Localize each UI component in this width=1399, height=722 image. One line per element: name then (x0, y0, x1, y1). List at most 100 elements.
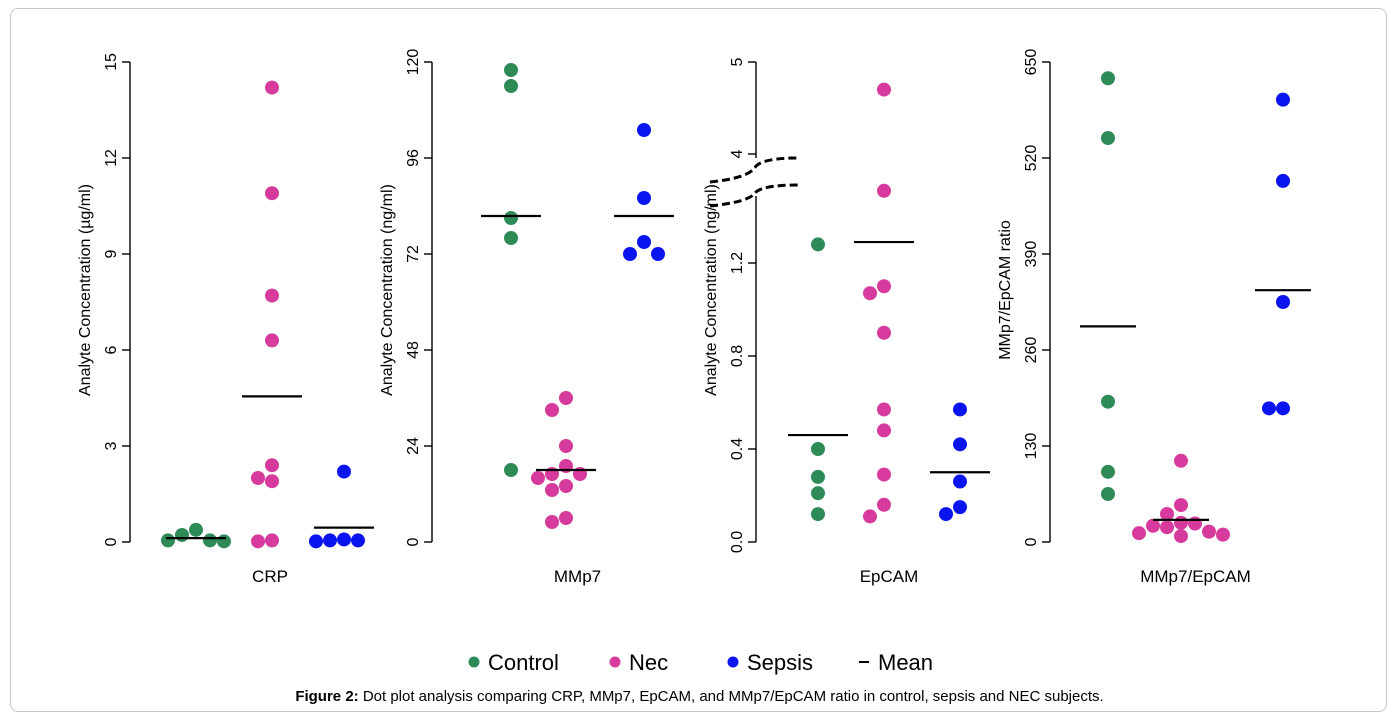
data-point-control (504, 231, 518, 245)
data-point-nec (559, 479, 573, 493)
data-point-sepsis (953, 437, 967, 452)
y-axis-label: Analyte Concentration (ng/ml) (379, 184, 396, 396)
figure-frame (10, 8, 1387, 712)
data-point-nec (265, 186, 279, 201)
data-point-control (504, 79, 518, 93)
panel-epcam: 0.0 0.4 0.8 1.2 4 5 Analyte Concentration (ng/… (703, 57, 990, 586)
y-tick-label: 12 (103, 149, 120, 167)
data-point-nec (559, 391, 573, 405)
data-point-nec (877, 402, 891, 417)
legend-label-sepsis: Sepsis (747, 650, 813, 675)
y-tick-label: 0 (103, 537, 120, 546)
y-tick-label: 0.4 (729, 438, 746, 460)
data-point-control (1101, 394, 1115, 409)
data-point-control (811, 507, 825, 522)
data-point-nec (1174, 515, 1188, 530)
legend-item-nec: Nec (609, 650, 668, 675)
data-point-sepsis (1276, 295, 1290, 309)
data-point-control (811, 486, 825, 501)
data-point-sepsis (953, 500, 967, 515)
y-axis-label: MMp7/EpCAM ratio (997, 220, 1014, 360)
chart-panels: 0 3 6 9 12 15 Analyte Concentration (µg/ml) CRP… (77, 49, 1311, 586)
y-tick-label: 15 (103, 53, 120, 71)
y-tick-label: 0 (1023, 537, 1040, 546)
legend-marker-sepsis (727, 656, 739, 668)
y-tick-label: 48 (405, 341, 422, 359)
data-point-sepsis (953, 474, 967, 489)
data-point-sepsis (939, 507, 953, 522)
data-point-nec (545, 515, 559, 529)
data-point-nec (265, 80, 279, 95)
data-point-sepsis (1262, 401, 1276, 416)
data-point-control (1101, 487, 1115, 501)
data-point-control (504, 63, 518, 77)
data-point-control (1101, 131, 1115, 146)
legend: Control Nec Sepsis Mean (468, 650, 933, 675)
data-point-control (203, 533, 217, 548)
data-point-sepsis (953, 402, 967, 417)
data-point-control (1101, 464, 1115, 479)
legend-label-control: Control (488, 650, 559, 675)
data-point-sepsis (323, 533, 337, 548)
data-point-control (175, 527, 189, 542)
y-tick-label: 6 (103, 345, 120, 354)
y-tick-label: 0.8 (729, 345, 746, 367)
data-point-sepsis (651, 247, 665, 261)
data-point-nec (559, 511, 573, 525)
data-point-nec (1174, 453, 1188, 468)
dot-plot-figure: 0 3 6 9 12 15 Analyte Concentration (µg/ml) CRP… (77, 49, 1311, 675)
data-point-nec (265, 288, 279, 303)
y-tick-label: 72 (405, 245, 422, 263)
data-point-nec (251, 534, 265, 549)
data-point-nec (877, 183, 891, 198)
data-point-nec (877, 497, 891, 512)
data-point-nec (1132, 526, 1146, 541)
y-tick-label: 260 (1023, 337, 1040, 364)
y-tick-label: 4 (729, 149, 746, 158)
data-point-nec (531, 471, 545, 485)
data-point-nec (877, 279, 891, 294)
y-tick-label: 650 (1023, 49, 1040, 76)
data-point-sepsis (1276, 401, 1290, 416)
y-axis-label: Analyte Concentration (ng/ml) (703, 184, 720, 396)
data-point-control (811, 469, 825, 484)
data-point-nec (877, 467, 891, 482)
y-tick-label: 520 (1023, 145, 1040, 172)
data-point-control (811, 237, 825, 252)
x-axis-label: MMp7/EpCAM (1140, 567, 1251, 586)
data-point-control (217, 534, 231, 549)
data-point-nec (545, 403, 559, 417)
data-point-nec (251, 471, 265, 485)
data-point-control (161, 533, 175, 548)
data-point-nec (265, 474, 279, 489)
data-point-sepsis (309, 534, 323, 549)
y-tick-label: 130 (1023, 433, 1040, 460)
data-point-nec (265, 533, 279, 548)
data-point-control (189, 522, 203, 537)
legend-label-nec: Nec (629, 650, 668, 675)
data-point-nec (1216, 527, 1230, 542)
axis-break-mark-upper (709, 156, 799, 184)
y-tick-label: 24 (405, 437, 422, 455)
legend-label-mean: Mean (878, 650, 933, 675)
x-axis-label: MMp7 (554, 567, 601, 586)
y-tick-label: 0 (405, 537, 422, 546)
y-axis-label: Analyte Concentration (µg/ml) (77, 184, 94, 396)
x-axis-label: CRP (252, 567, 288, 586)
legend-item-control: Control (468, 650, 559, 675)
data-point-nec (265, 333, 279, 348)
y-tick-label: 3 (103, 441, 120, 450)
legend-marker-nec (609, 656, 621, 668)
legend-item-mean: Mean (859, 650, 933, 675)
data-point-control (504, 211, 518, 225)
data-point-sepsis (623, 247, 637, 261)
data-point-nec (1174, 498, 1188, 513)
data-point-nec (559, 439, 573, 453)
legend-marker-control (468, 656, 480, 668)
y-tick-label: 1.2 (729, 252, 746, 274)
panel-mmp7: 0 24 48 72 96 120 Analyte Concentration (ng/ml… (379, 49, 674, 586)
data-point-sepsis (637, 191, 651, 205)
data-point-nec (877, 423, 891, 438)
data-point-sepsis (337, 532, 351, 547)
data-point-nec (545, 483, 559, 497)
